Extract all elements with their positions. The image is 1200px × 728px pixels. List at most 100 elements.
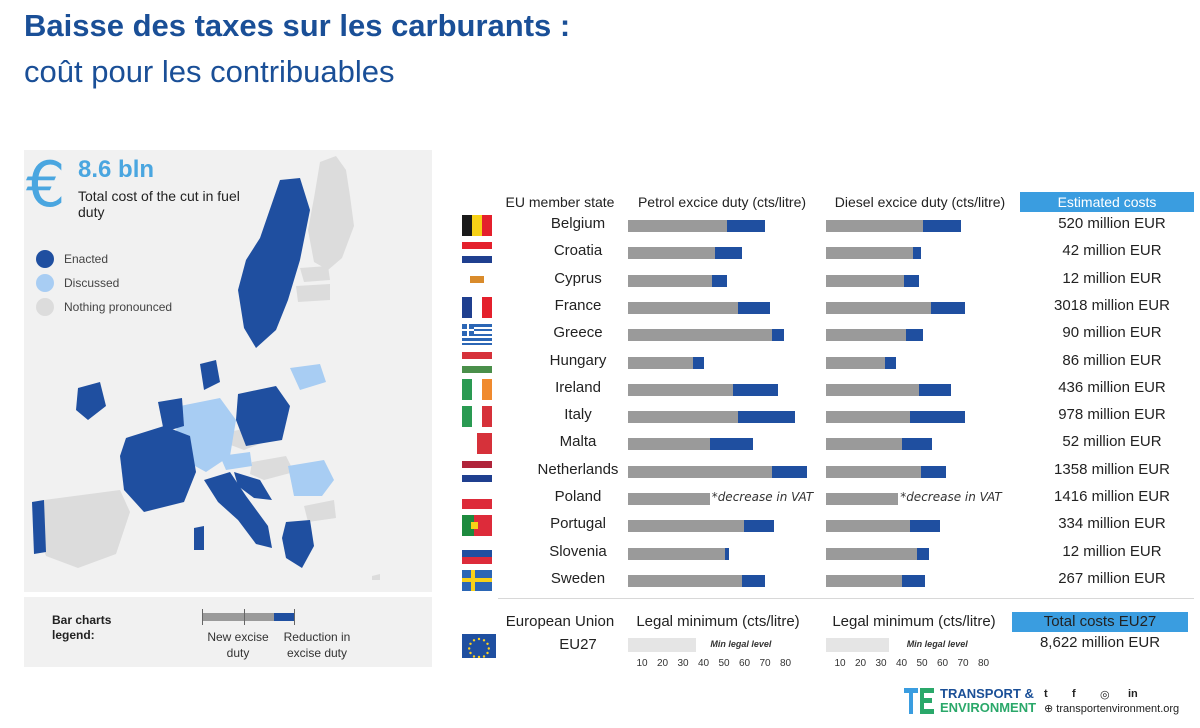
petrol-reduction-bar <box>709 438 754 451</box>
diesel-axis-tick: 30 <box>875 658 887 669</box>
euro-icon: € <box>26 148 66 221</box>
petrol-reduction-bar <box>738 411 796 424</box>
section-divider <box>498 598 1194 599</box>
map-estonia <box>300 266 330 282</box>
diesel-new-duty-bar <box>826 383 920 396</box>
page-subtitle: coût pour les contribuables <box>24 54 395 89</box>
facebook-icon[interactable]: f <box>1072 688 1076 700</box>
sweden-flag-icon <box>462 569 492 591</box>
legend-tick <box>244 609 245 625</box>
table-row: Sweden 267 million EUR <box>458 567 1198 594</box>
diesel-reduction-bar <box>917 547 929 560</box>
map-slovenia-croatia <box>234 472 272 500</box>
diesel-new-duty-bar <box>826 220 923 232</box>
map-austria <box>220 452 252 470</box>
country-name: Slovenia <box>549 542 607 560</box>
eu-flag-icon <box>462 634 496 658</box>
ireland-flag-icon <box>462 378 492 400</box>
eu-header-petrol: Legal minimum (cts/litre) <box>636 613 800 630</box>
diesel-new-duty-bar <box>826 465 921 478</box>
map-romania <box>288 460 334 496</box>
portugal-flag-icon <box>462 515 492 537</box>
petrol-vat-note: *decrease in VAT <box>711 490 814 504</box>
petrol-new-duty-bar <box>628 247 716 260</box>
country-name: Ireland <box>555 378 601 396</box>
table-row: Netherlands 1358 million EUR <box>458 458 1198 485</box>
map-cyprus <box>372 574 380 580</box>
header-estimated-costs: Estimated costs <box>1020 192 1194 212</box>
diesel-reduction-bar <box>909 520 940 533</box>
petrol-new-duty-bar <box>628 493 710 505</box>
map-greece <box>282 520 314 568</box>
petrol-legal-min-label: Min legal level <box>710 639 772 649</box>
diesel-new-duty-bar <box>826 574 902 587</box>
diesel-reduction-bar <box>905 329 923 342</box>
table-row: Portugal 334 million EUR <box>458 512 1198 539</box>
petrol-new-duty-bar <box>628 274 712 287</box>
legend-label-nothing: Nothing pronounced <box>64 300 173 314</box>
total-cost-label: Total cost of the cut in fuel duty <box>78 188 240 220</box>
diesel-new-duty-bar <box>826 493 899 505</box>
petrol-new-duty-bar <box>628 301 739 314</box>
map-denmark <box>200 360 220 390</box>
estimated-cost: 90 million EUR <box>1062 324 1162 342</box>
map-lithuania <box>290 364 326 390</box>
petrol-reduction-bar <box>726 220 765 232</box>
legend-reduction-swatch <box>274 613 294 621</box>
map-spain <box>38 490 130 568</box>
diesel-axis-tick: 60 <box>936 658 949 669</box>
table-row: Ireland 436 million EUR <box>458 376 1198 403</box>
estimated-cost: 1358 million EUR <box>1054 460 1170 478</box>
map-legend-enacted: Enacted <box>36 250 108 268</box>
bar-legend-title: Bar charts legend: <box>52 613 112 642</box>
map-hungary <box>250 456 294 480</box>
country-name: Cyprus <box>554 269 602 287</box>
table-row: Italy 978 million EUR <box>458 403 1198 430</box>
diesel-new-duty-bar <box>826 247 914 260</box>
cyprus-flag-icon <box>462 269 492 291</box>
eu-header-name: European Union <box>505 613 615 630</box>
website-link[interactable]: ⊕ transportenvironment.org <box>1044 702 1179 715</box>
petrol-axis-tick: 70 <box>759 658 771 669</box>
poland-flag-icon <box>462 488 492 509</box>
diesel-reduction-bar <box>919 383 952 396</box>
estimated-cost: 52 million EUR <box>1062 433 1162 451</box>
diesel-reduction-bar <box>921 465 946 478</box>
petrol-new-duty-bar <box>628 220 727 232</box>
estimated-cost: 3018 million EUR <box>1054 296 1170 314</box>
table-row: Cyprus 12 million EUR <box>458 267 1198 294</box>
estimated-cost: 520 million EUR <box>1058 215 1166 232</box>
estimated-cost: 334 million EUR <box>1058 515 1166 533</box>
legend-reduction-label: Reduction in excise duty <box>283 630 351 660</box>
brand-line-1: TRANSPORT & <box>940 686 1034 701</box>
petrol-legal-min-bar <box>628 638 697 652</box>
diesel-reduction-bar <box>902 574 925 587</box>
eu-map <box>32 156 380 580</box>
petrol-axis-tick: 50 <box>718 658 730 669</box>
map-sardinia <box>194 526 204 550</box>
petrol-new-duty-bar <box>628 438 710 451</box>
diesel-new-duty-bar <box>826 547 918 560</box>
country-name: Hungary <box>549 351 607 369</box>
country-name: Italy <box>564 406 592 424</box>
petrol-axis-tick: 20 <box>656 658 669 669</box>
linkedin-icon[interactable]: in <box>1128 688 1138 700</box>
netherlands-flag-icon <box>462 460 492 482</box>
estimated-cost: 12 million EUR <box>1062 542 1162 560</box>
petrol-reduction-bar <box>772 465 807 478</box>
malta-flag-icon <box>462 433 492 455</box>
petrol-new-duty-bar <box>628 574 742 587</box>
table-row: Poland *decrease in VAT *decrease in VAT 14… <box>458 485 1198 512</box>
instagram-icon[interactable]: ◎ <box>1100 689 1110 701</box>
petrol-axis-tick: 40 <box>697 658 710 669</box>
slovenia-flag-icon <box>462 542 492 564</box>
petrol-reduction-bar <box>743 520 775 533</box>
total-cost-value: 8.6 bln <box>78 156 155 183</box>
globe-icon: ⊕ <box>1044 703 1057 715</box>
petrol-reduction-bar <box>711 274 727 287</box>
eu27-label: EU27 <box>559 636 597 653</box>
petrol-new-duty-bar <box>628 411 739 424</box>
legend-dot-discussed <box>36 274 54 292</box>
greece-flag-icon <box>462 324 492 346</box>
twitter-icon[interactable]: t <box>1044 688 1048 700</box>
